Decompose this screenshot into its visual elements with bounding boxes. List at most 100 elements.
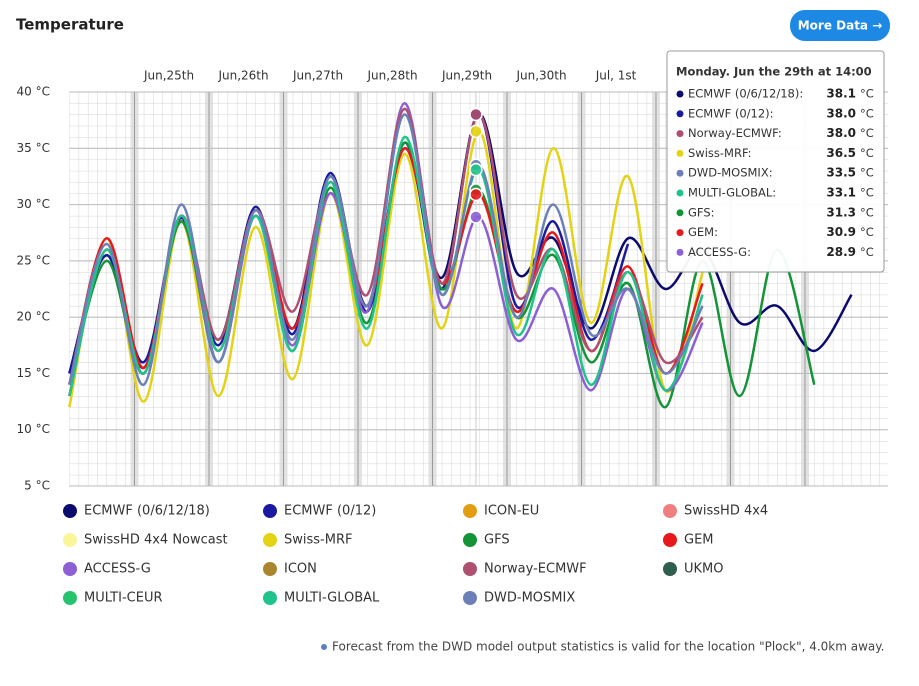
legend-label: SwissHD 4x4 Nowcast — [84, 533, 228, 548]
hover-marker — [469, 210, 483, 224]
tooltip-unit: °C — [860, 87, 874, 101]
tooltip-dot — [676, 189, 684, 197]
legend-marker — [63, 504, 77, 518]
footnote-dot — [321, 644, 327, 650]
hover-marker — [469, 187, 483, 202]
x-tick-label: Jun,27th — [292, 69, 343, 83]
more-data-button[interactable]: More Data → — [790, 10, 890, 41]
legend-marker — [263, 533, 277, 547]
legend-marker — [63, 562, 77, 576]
legend-item[interactable]: UKMO — [663, 562, 724, 577]
legend-item[interactable]: SwissHD 4x4 Nowcast — [63, 533, 228, 548]
tooltip-name: Swiss-MRF: — [688, 146, 752, 160]
tooltip-name: DWD-MOSMIX: — [688, 166, 773, 180]
tooltip-dot — [676, 90, 684, 98]
tooltip-title: Monday. Jun the 29th at 14:00 — [676, 65, 872, 79]
tooltip-value: 33.5 — [826, 166, 856, 180]
series-line — [68, 113, 704, 386]
series-line — [68, 135, 704, 397]
legend-label: GFS — [484, 533, 510, 548]
legend-label: ACCESS-G — [84, 562, 151, 577]
legend-label: DWD-MOSMIX — [484, 591, 575, 606]
legend-marker — [63, 591, 77, 605]
tooltip-dot — [676, 110, 684, 118]
y-tick-label: 5 °C — [24, 479, 50, 493]
plot: 5 °C 10 °C 15 °C 20 °C 25 °C 30 °C 35 °C 40 °C J… — [17, 50, 889, 606]
legend-item[interactable]: ICON-EU — [463, 504, 539, 519]
tooltip-unit: °C — [860, 205, 874, 219]
tooltip-dot — [676, 229, 684, 237]
legend-label: UKMO — [684, 562, 724, 577]
legend-label: ECMWF (0/12) — [284, 504, 376, 519]
legend-item[interactable]: DWD-MOSMIX — [463, 591, 575, 606]
tooltip-value: 28.9 — [826, 245, 856, 259]
x-tick-label: Jun,29th — [441, 69, 492, 83]
legend-label: ICON — [284, 562, 317, 577]
legend-label: ICON-EU — [484, 504, 539, 519]
legend-item[interactable]: SwissHD 4x4 — [663, 504, 768, 519]
legend-label: Swiss-MRF — [284, 533, 352, 548]
legend-item[interactable]: ECMWF (0/12) — [263, 504, 376, 519]
tooltip-unit: °C — [860, 166, 874, 180]
tooltip-value: 31.3 — [826, 205, 856, 219]
tooltip-dot — [676, 169, 684, 177]
x-tick-label: Jun,26th — [217, 69, 268, 83]
y-tick-label: 35 °C — [17, 141, 50, 155]
legend-label: MULTI-GLOBAL — [284, 591, 380, 606]
legend-marker — [463, 533, 477, 547]
legend-marker — [263, 562, 277, 576]
tooltip-unit: °C — [860, 146, 874, 160]
x-tick-label: Jun,30th — [515, 69, 566, 83]
tooltip-value: 38.0 — [826, 106, 856, 120]
footnote: Forecast from the DWD model output stati… — [332, 640, 884, 654]
y-tick-label: 10 °C — [17, 422, 50, 436]
legend-marker — [663, 504, 677, 518]
legend-marker — [663, 533, 677, 547]
y-tick-label: 40 °C — [17, 85, 50, 99]
tooltip-value: 33.1 — [826, 186, 856, 200]
button-bg[interactable] — [790, 10, 890, 41]
page-title: Temperature — [16, 16, 124, 34]
legend-label: SwissHD 4x4 — [684, 504, 768, 519]
tooltip-unit: °C — [860, 186, 874, 200]
legend-label: Norway-ECMWF — [484, 562, 587, 577]
legend-item[interactable]: Norway-ECMWF — [463, 562, 587, 577]
tooltip-value: 38.0 — [826, 126, 856, 140]
legend-item[interactable]: GFS — [463, 533, 510, 548]
tooltip-name: GEM: — [688, 225, 718, 239]
legend-item[interactable]: MULTI-CEUR — [63, 591, 163, 606]
legend-marker — [463, 504, 477, 518]
legend-label: GEM — [684, 533, 714, 548]
y-tick-label: 25 °C — [17, 253, 50, 267]
tooltip-dot — [676, 209, 684, 217]
tooltip-dot — [676, 130, 684, 138]
x-tick-label: Jun,25th — [143, 69, 194, 83]
legend-item[interactable]: ICON — [263, 562, 317, 577]
y-tick-label: 15 °C — [17, 366, 50, 380]
tooltip-value: 38.1 — [826, 87, 856, 101]
x-tick-label: Jun,28th — [366, 69, 417, 83]
legend-item[interactable]: ACCESS-G — [63, 562, 151, 577]
tooltip-unit: °C — [860, 106, 874, 120]
legend-marker — [263, 591, 277, 605]
tooltip-name: ACCESS-G: — [688, 245, 751, 259]
legend-marker — [663, 562, 677, 576]
hover-marker — [469, 162, 483, 177]
tooltip-dot — [676, 149, 684, 157]
legend-item[interactable]: ECMWF (0/6/12/18) — [63, 504, 210, 519]
tooltip-unit: °C — [860, 225, 874, 239]
hover-marker — [469, 107, 483, 122]
legend-label: MULTI-CEUR — [84, 591, 163, 606]
tooltip-dot — [676, 248, 684, 256]
tooltip-value: 36.5 — [826, 146, 856, 160]
tooltip: Monday. Jun the 29th at 14:00 ECMWF (0/6/… — [666, 50, 885, 273]
legend-item[interactable]: Swiss-MRF — [263, 533, 352, 548]
legend-marker — [463, 562, 477, 576]
tooltip-unit: °C — [860, 126, 874, 140]
tooltip-name: Norway-ECMWF: — [688, 126, 782, 140]
button-label[interactable]: More Data → — [798, 19, 883, 33]
legend-item[interactable]: MULTI-GLOBAL — [263, 591, 380, 606]
tooltip-name: MULTI-GLOBAL: — [688, 186, 776, 200]
legend-item[interactable]: GEM — [663, 533, 714, 548]
